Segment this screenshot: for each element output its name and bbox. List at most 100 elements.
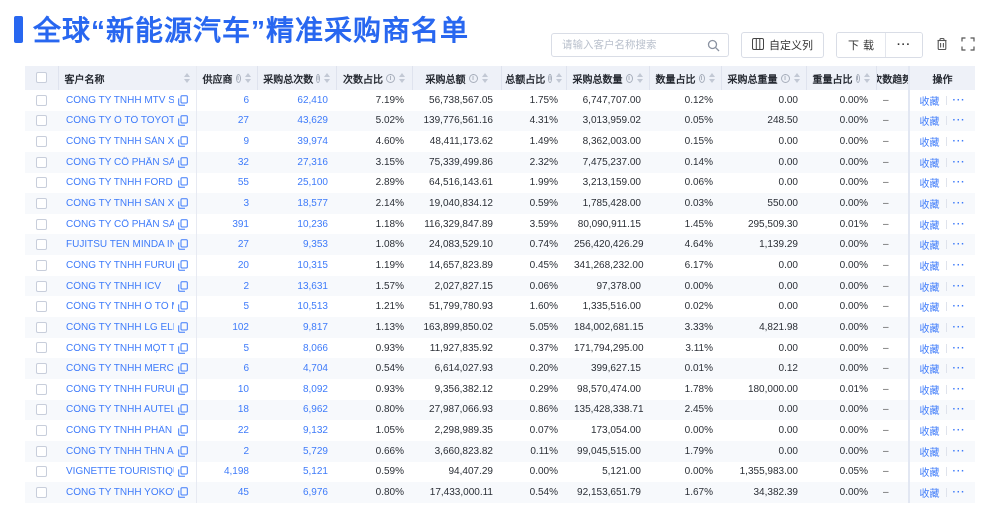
customer-name-link[interactable]: CÔNG TY CỔ PHẦN SẢN XUẤT...: [66, 218, 174, 230]
col-header-weight_pct[interactable]: 重量占比 i: [806, 66, 877, 90]
favorite-button[interactable]: 收藏: [919, 220, 940, 232]
row-more-button[interactable]: ···: [952, 94, 966, 106]
copy-icon[interactable]: [177, 301, 188, 313]
customer-name-link[interactable]: CÔNG TY TNHH SẢN XUẤT VÀ ...: [66, 198, 174, 210]
info-icon[interactable]: i: [468, 73, 478, 83]
search-icon[interactable]: [707, 39, 720, 52]
sort-icon[interactable]: [481, 73, 488, 83]
row-checkbox[interactable]: [36, 177, 47, 189]
col-header-purchase_count[interactable]: 采购总次数 i: [257, 66, 337, 90]
favorite-button[interactable]: 收藏: [919, 447, 940, 459]
customer-name-link[interactable]: VIGNETTE TOURISTIQUE G UNI...: [66, 466, 174, 478]
row-more-button[interactable]: ···: [952, 342, 966, 354]
copy-icon[interactable]: [177, 95, 188, 106]
row-more-button[interactable]: ···: [952, 466, 966, 478]
customer-name-link[interactable]: CÔNG TY TNHH FURUKAWA A...: [66, 259, 174, 271]
info-icon[interactable]: i: [855, 73, 860, 83]
copy-icon[interactable]: [177, 445, 188, 457]
customer-name-link[interactable]: CÔNG TY TNHH THN AUTOPAR...: [66, 445, 174, 457]
customer-name-link[interactable]: CÔNG TY TNHH SẢN XUẤT VÀ ...: [66, 136, 174, 148]
copy-icon[interactable]: [177, 425, 188, 436]
sort-icon[interactable]: [863, 73, 870, 83]
row-more-button[interactable]: ···: [952, 136, 966, 148]
row-checkbox[interactable]: [36, 259, 47, 271]
customer-name-link[interactable]: CÔNG TY TNHH MERCEDES-B...: [66, 363, 174, 375]
customer-name-link[interactable]: CÔNG TY TNHH AUTEL VIỆT N...: [66, 404, 174, 416]
customize-columns-button[interactable]: 自定义列: [741, 32, 824, 58]
row-checkbox[interactable]: [36, 445, 47, 457]
search-input[interactable]: [560, 38, 707, 52]
row-more-button[interactable]: ···: [952, 486, 966, 498]
favorite-button[interactable]: 收藏: [919, 282, 940, 294]
copy-icon[interactable]: [177, 342, 188, 354]
row-more-button[interactable]: ···: [952, 404, 966, 416]
sort-icon[interactable]: [244, 73, 251, 83]
row-more-button[interactable]: ···: [952, 198, 966, 210]
col-header-total_amount[interactable]: 采购总额 i: [412, 66, 502, 90]
row-checkbox[interactable]: [36, 94, 47, 106]
copy-icon[interactable]: [177, 239, 188, 251]
sort-icon[interactable]: [555, 73, 562, 83]
customer-name-link[interactable]: CÔNG TY TNHH FORD VIỆT NAM: [66, 177, 174, 189]
row-checkbox[interactable]: [36, 425, 47, 436]
customer-name-link[interactable]: FUJITSU TEN MINDA INDIA PVT...: [66, 239, 174, 251]
copy-icon[interactable]: [177, 404, 188, 416]
copy-icon[interactable]: [177, 177, 188, 189]
customer-name-link[interactable]: CÔNG TY TNHH FURUKAWA A...: [66, 383, 174, 395]
copy-icon[interactable]: [177, 156, 188, 168]
favorite-button[interactable]: 收藏: [919, 158, 940, 170]
row-checkbox[interactable]: [36, 239, 47, 251]
col-header-name[interactable]: 客户名称: [58, 66, 197, 90]
select-all-checkbox[interactable]: [35, 72, 47, 84]
row-checkbox[interactable]: [36, 218, 47, 230]
favorite-button[interactable]: 收藏: [919, 365, 940, 377]
row-checkbox[interactable]: [36, 363, 47, 375]
row-checkbox[interactable]: [36, 321, 47, 333]
sort-icon[interactable]: [708, 73, 715, 83]
copy-icon[interactable]: [177, 115, 188, 127]
favorite-button[interactable]: 收藏: [919, 96, 940, 108]
row-checkbox[interactable]: [36, 280, 47, 292]
row-more-button[interactable]: ···: [952, 383, 966, 395]
row-more-button[interactable]: ···: [952, 445, 966, 457]
col-header-qty_pct[interactable]: 数量占比 i: [649, 66, 722, 90]
row-more-button[interactable]: ···: [952, 301, 966, 313]
copy-icon[interactable]: [177, 198, 188, 209]
copy-icon[interactable]: [177, 322, 188, 333]
row-checkbox[interactable]: [36, 115, 47, 127]
info-icon[interactable]: i: [780, 73, 790, 83]
col-header-count_pct[interactable]: 次数占比 i: [336, 66, 413, 90]
col-header-total_qty[interactable]: 采购总数量 i: [566, 66, 650, 90]
favorite-button[interactable]: 收藏: [919, 385, 940, 397]
row-more-button[interactable]: ···: [952, 321, 966, 333]
customer-name-link[interactable]: CÔNG TY TNHH Ô TÔ MITSUBI...: [66, 301, 174, 313]
copy-icon[interactable]: [177, 487, 188, 498]
copy-icon[interactable]: [177, 218, 188, 230]
sort-icon[interactable]: [636, 73, 643, 83]
col-header-total_weight[interactable]: 采购总重量 i: [721, 66, 807, 90]
col-header-amount_pct[interactable]: 总额占比 i: [501, 66, 567, 90]
customer-name-link[interactable]: CÔNG TY Ô TÔ TOYOTA VIỆT ...: [66, 115, 174, 127]
info-icon[interactable]: i: [235, 73, 241, 83]
favorite-button[interactable]: 收藏: [919, 241, 940, 253]
customer-name-link[interactable]: CÔNG TY TNHH LG ELECTRON...: [66, 321, 174, 333]
customer-name-link[interactable]: CÔNG TY TNHH MTV SẢN XUẤ...: [66, 94, 174, 106]
favorite-button[interactable]: 收藏: [919, 344, 940, 356]
info-icon[interactable]: i: [548, 73, 552, 83]
copy-icon[interactable]: [177, 363, 188, 374]
info-icon[interactable]: i: [386, 73, 395, 83]
row-checkbox[interactable]: [36, 486, 47, 498]
row-more-button[interactable]: ···: [952, 239, 966, 251]
copy-icon[interactable]: [177, 260, 188, 271]
row-checkbox[interactable]: [36, 197, 47, 209]
copy-icon[interactable]: [177, 383, 188, 395]
row-more-button[interactable]: ···: [952, 280, 966, 292]
row-checkbox[interactable]: [36, 156, 47, 168]
sort-icon[interactable]: [793, 73, 800, 83]
info-icon[interactable]: i: [625, 73, 633, 83]
col-header-suppliers[interactable]: 供应商 i: [196, 66, 258, 90]
copy-icon[interactable]: [177, 280, 188, 292]
favorite-button[interactable]: 收藏: [919, 200, 940, 212]
customer-name-link[interactable]: CÔNG TY TNHH ICV: [66, 280, 162, 292]
favorite-button[interactable]: 收藏: [919, 261, 940, 273]
